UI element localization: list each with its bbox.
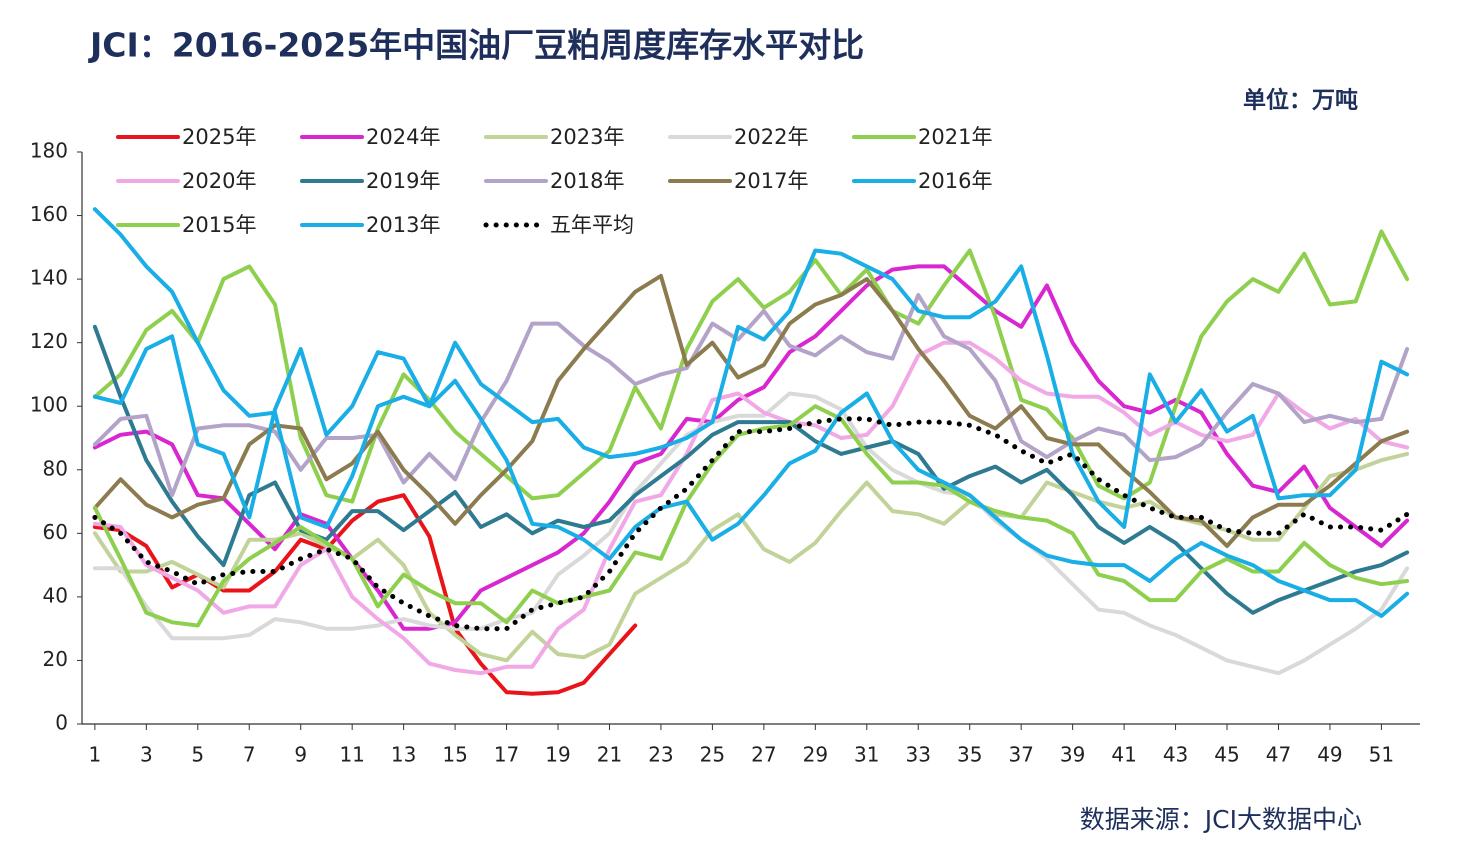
x-tick-label: 51 bbox=[1369, 743, 1394, 767]
x-tick-label: 23 bbox=[648, 743, 673, 767]
source-note: 数据来源：JCI大数据中心 bbox=[1080, 805, 1362, 834]
legend-label: 2021年 bbox=[918, 125, 992, 149]
x-tick-label: 41 bbox=[1111, 743, 1136, 767]
x-tick-label: 15 bbox=[442, 743, 467, 767]
x-tick-label: 35 bbox=[957, 743, 982, 767]
x-tick-label: 39 bbox=[1060, 743, 1085, 767]
x-tick-label: 19 bbox=[545, 743, 570, 767]
x-tick-label: 27 bbox=[751, 743, 776, 767]
legend-label: 2020年 bbox=[182, 169, 256, 193]
x-tick-label: 1 bbox=[88, 743, 101, 767]
x-tick-label: 13 bbox=[391, 743, 416, 767]
unit-label: 单位：万吨 bbox=[1243, 87, 1358, 114]
x-tick-label: 17 bbox=[494, 743, 519, 767]
legend-label: 五年平均 bbox=[550, 213, 634, 237]
x-tick-label: 47 bbox=[1266, 743, 1291, 767]
legend-label: 2025年 bbox=[182, 125, 256, 149]
legend-label: 2022年 bbox=[734, 125, 808, 149]
x-tick-label: 29 bbox=[803, 743, 828, 767]
x-tick-label: 9 bbox=[294, 743, 307, 767]
y-tick-label: 40 bbox=[43, 583, 68, 607]
series-line bbox=[92, 334, 1410, 618]
legend-label: 2017年 bbox=[734, 169, 808, 193]
series-line bbox=[92, 416, 1410, 632]
legend-label: 2013年 bbox=[366, 213, 440, 237]
series-line bbox=[92, 391, 1410, 676]
x-tick-label: 43 bbox=[1163, 743, 1188, 767]
series-line bbox=[92, 229, 1410, 504]
y-tick-label: 80 bbox=[43, 456, 68, 480]
y-tick-label: 120 bbox=[30, 329, 68, 353]
legend-label: 2019年 bbox=[366, 169, 440, 193]
x-tick-label: 31 bbox=[854, 743, 879, 767]
series-line bbox=[92, 340, 1410, 676]
x-tick-label: 21 bbox=[597, 743, 622, 767]
legend-label: 2016年 bbox=[918, 169, 992, 193]
legend-label: 2015年 bbox=[182, 213, 256, 237]
x-tick-label: 25 bbox=[700, 743, 725, 767]
legend-label: 2023年 bbox=[550, 125, 624, 149]
y-tick-label: 180 bbox=[30, 139, 68, 163]
y-tick-label: 100 bbox=[30, 393, 68, 417]
y-tick-label: 20 bbox=[43, 647, 68, 671]
y-tick-label: 140 bbox=[30, 266, 68, 290]
series-line bbox=[92, 273, 1410, 548]
y-tick-label: 0 bbox=[55, 711, 68, 735]
legend-label: 2018年 bbox=[550, 169, 624, 193]
y-tick-label: 60 bbox=[43, 520, 68, 544]
x-tick-label: 45 bbox=[1214, 743, 1239, 767]
x-tick-label: 37 bbox=[1008, 743, 1033, 767]
x-tick-label: 7 bbox=[243, 743, 256, 767]
x-tick-label: 49 bbox=[1317, 743, 1342, 767]
x-tick-label: 3 bbox=[140, 743, 153, 767]
x-tick-label: 5 bbox=[191, 743, 204, 767]
x-tick-label: 33 bbox=[906, 743, 931, 767]
legend-label: 2024年 bbox=[366, 125, 440, 149]
x-tick-label: 11 bbox=[339, 743, 364, 767]
series-line bbox=[92, 207, 1410, 529]
y-tick-label: 160 bbox=[30, 202, 68, 226]
chart-title: JCI：2016-2025年中国油厂豆粕周度库存水平对比 bbox=[88, 26, 864, 65]
